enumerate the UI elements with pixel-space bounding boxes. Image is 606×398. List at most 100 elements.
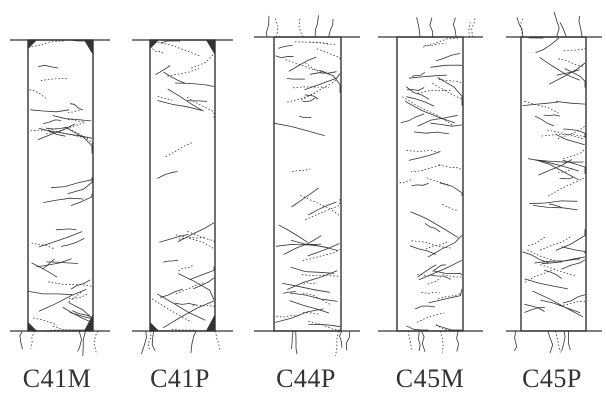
crack-line xyxy=(31,262,58,278)
crack-line xyxy=(548,177,586,197)
crack-line xyxy=(300,195,341,217)
crack-line xyxy=(46,126,68,130)
crack-line xyxy=(561,259,586,270)
crack-line xyxy=(439,182,463,196)
crack-line xyxy=(38,289,87,312)
label-c45m: C45M xyxy=(395,364,465,393)
crack-line xyxy=(405,86,430,100)
stub-crack-line xyxy=(407,330,413,351)
crack-line xyxy=(52,115,92,122)
crack-line xyxy=(67,177,93,195)
crack-line xyxy=(435,324,455,331)
stub-crack-line xyxy=(516,17,524,38)
column-c41m xyxy=(10,39,110,357)
crack-line xyxy=(399,179,414,184)
crack-line xyxy=(70,194,93,206)
stub-crack-line xyxy=(215,330,221,351)
stub-crack-line xyxy=(547,330,554,354)
crack-line xyxy=(528,235,547,246)
crack-line xyxy=(278,224,308,243)
crack-line xyxy=(404,100,455,124)
stub-crack-line xyxy=(416,17,421,38)
crack-line xyxy=(543,269,562,279)
crack-line xyxy=(555,229,586,251)
crack-line xyxy=(319,69,341,93)
crack-line xyxy=(304,62,325,74)
stub-crack-line xyxy=(291,330,294,349)
crack-line xyxy=(186,97,215,120)
crack-line xyxy=(59,131,93,139)
crack-line xyxy=(48,130,93,139)
crack-line xyxy=(167,68,200,77)
stub-crack-line xyxy=(452,17,457,38)
crack-line xyxy=(422,37,459,48)
crack-line xyxy=(547,129,585,140)
crack-line xyxy=(175,281,206,294)
crack-line xyxy=(561,246,586,254)
crack-line xyxy=(421,291,440,294)
crack-line xyxy=(541,134,586,138)
crack-line xyxy=(156,293,206,321)
crack-line xyxy=(160,40,181,44)
crack-line xyxy=(67,127,93,154)
crack-line xyxy=(532,290,584,318)
spalled-corner xyxy=(84,40,93,55)
crack-line xyxy=(60,238,85,247)
crack-line xyxy=(171,328,195,331)
spalled-corner xyxy=(150,40,159,49)
stub-crack-line xyxy=(314,15,319,38)
crack-line xyxy=(287,270,338,290)
crack-line xyxy=(290,239,339,251)
crack-line xyxy=(69,39,92,42)
crack-line xyxy=(308,201,337,216)
stub-crack-line xyxy=(19,330,23,350)
stub-crack-line xyxy=(559,22,567,38)
crack-line xyxy=(70,279,91,290)
crack-line xyxy=(437,77,463,106)
crack-line xyxy=(152,48,165,55)
crack-line xyxy=(302,249,341,262)
crack-line xyxy=(430,64,463,68)
crack-line xyxy=(534,159,579,181)
crack-line xyxy=(556,69,580,76)
crack-line xyxy=(157,171,178,179)
stub-crack-line xyxy=(578,15,583,38)
crack-line xyxy=(304,94,319,100)
crack-line xyxy=(410,211,459,239)
crack-line xyxy=(159,234,189,243)
column-outline xyxy=(520,36,587,332)
stub-crack-line xyxy=(471,17,476,38)
spalled-corner xyxy=(28,40,37,49)
crack-line xyxy=(424,223,441,233)
crack-line xyxy=(43,197,84,203)
crack-line xyxy=(558,58,586,68)
column-c44p xyxy=(254,15,360,356)
crack-line xyxy=(157,100,203,111)
crack-line xyxy=(409,245,437,255)
crack-line xyxy=(178,236,207,240)
column-outline xyxy=(396,36,464,332)
stub-crack-line xyxy=(328,18,334,38)
crack-line xyxy=(539,235,573,251)
stub-crack-line xyxy=(82,330,86,357)
crack-line xyxy=(275,243,321,247)
crack-line xyxy=(291,187,319,208)
crack-line xyxy=(68,291,83,303)
stub-crack-line xyxy=(151,330,156,352)
crack-line xyxy=(437,292,463,300)
crack-line xyxy=(309,41,337,45)
crack-line xyxy=(522,251,550,264)
crack-line xyxy=(316,48,341,60)
crack-line xyxy=(302,292,332,306)
crack-line xyxy=(51,179,93,189)
crack-line xyxy=(302,312,320,315)
crack-line xyxy=(410,164,442,173)
crack-line xyxy=(417,264,437,278)
crack-line xyxy=(563,128,586,138)
crack-line xyxy=(304,73,341,91)
stub-crack-line xyxy=(554,330,561,353)
crack-line xyxy=(191,46,215,69)
crack-line xyxy=(406,325,429,331)
crack-line xyxy=(563,48,586,52)
stub-crack-line xyxy=(335,330,340,356)
